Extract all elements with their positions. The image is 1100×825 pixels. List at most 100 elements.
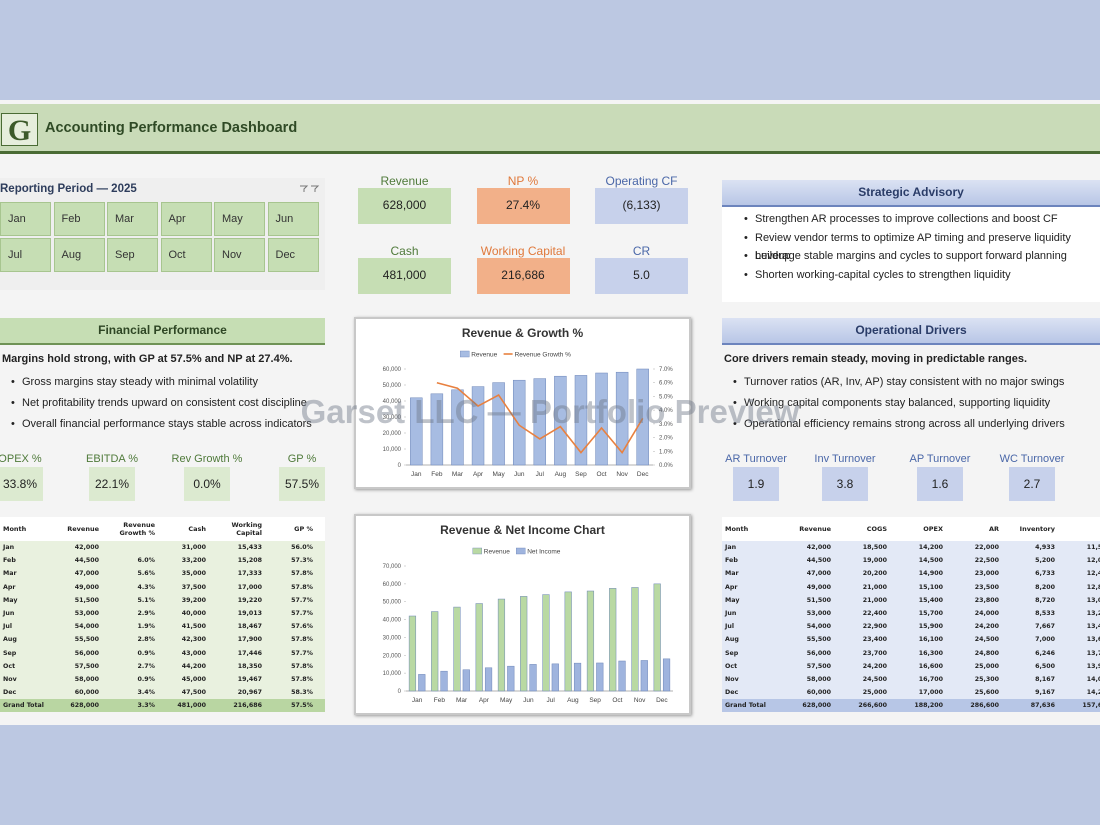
table-cell: 13,600 — [1058, 633, 1100, 647]
y-tick-label: 10,000 — [383, 671, 402, 677]
bar — [551, 663, 559, 692]
month-button[interactable]: Nov — [214, 238, 265, 272]
bar — [618, 660, 626, 692]
month-button[interactable]: Feb — [53, 202, 105, 236]
y-tick-label: 70,000 — [383, 564, 402, 570]
month-button[interactable]: Jul — [0, 238, 51, 272]
column-header: NP % — [316, 517, 325, 541]
kpi-value: 2.7 — [1009, 467, 1055, 501]
header-row: MonthRevenueCOGSOPEXARInventoryAPCR — [722, 517, 1100, 541]
column-header: AR — [946, 517, 1002, 541]
slicer-icons[interactable] — [298, 184, 322, 194]
table-cell: 17,000 — [890, 686, 946, 700]
x-tick-label: Nov — [634, 697, 646, 704]
x-tick-label: Dec — [637, 471, 649, 478]
table-cell: 29.5% — [316, 672, 325, 687]
table-cell: 56.0% — [265, 541, 316, 555]
month-button[interactable]: Jan — [0, 202, 51, 236]
table-cell: 60,000 — [778, 686, 834, 700]
header-row: Month Revenue Revenue Growth % Cash Working … — [0, 517, 325, 541]
table-cell: Aug — [0, 633, 46, 647]
total-cell: 27.4% — [316, 699, 325, 713]
table-cell: 14,200 — [890, 541, 946, 555]
month-button[interactable]: Aug — [53, 238, 105, 272]
month-button[interactable]: Dec — [267, 238, 319, 272]
month-button[interactable]: Jun — [267, 202, 319, 236]
x-tick-label: Apr — [479, 697, 490, 704]
x-tick-label: Oct — [596, 471, 606, 478]
table-cell: 11,500 — [1058, 541, 1100, 555]
bullet: Leverage stable margins and cycles to su… — [744, 247, 1095, 265]
x-tick-label: Mar — [456, 697, 468, 704]
month-button[interactable]: May — [214, 202, 265, 236]
legend-swatch — [472, 547, 483, 555]
bar — [564, 591, 572, 692]
kpi-label: Inv Turnover — [814, 453, 876, 465]
bar — [554, 375, 567, 466]
total-cell: 188,200 — [890, 699, 946, 713]
bullet: Operational efficiency remains strong ac… — [733, 418, 1065, 430]
table-cell: 57.8% — [265, 659, 316, 673]
table-cell: 2.9% — [102, 606, 158, 621]
kpi-value: 0.0% — [184, 467, 230, 501]
kpi-card-value: 628,000 — [358, 188, 451, 224]
table-cell: 39,200 — [158, 593, 209, 607]
table-cell: 57.6% — [265, 620, 316, 634]
y-tick-label: 50,000 — [383, 600, 402, 606]
kpi-value: 1.9 — [733, 467, 779, 501]
table-cell: 57.3% — [265, 554, 316, 568]
y-tick-label: 20,000 — [383, 431, 402, 437]
table-cell: 16,700 — [890, 672, 946, 687]
chart-title: Revenue & Net Income Chart — [440, 523, 605, 537]
table-cell: 53,000 — [778, 606, 834, 621]
chart: Revenue & Net Income Chart 0 10,000 20,000 3… — [383, 523, 673, 704]
x-tick-label: Sep — [575, 471, 587, 478]
month-button[interactable]: Mar — [107, 202, 158, 236]
kpi-card-label: Operating CF — [605, 174, 678, 188]
table-cell: 16,100 — [890, 633, 946, 647]
table-cell: Jul — [0, 620, 46, 634]
table-cell: 29.2% — [316, 659, 325, 673]
column-header: COGS — [834, 517, 890, 541]
table-cell: 15,208 — [209, 554, 265, 568]
table-cell: 57.7% — [265, 646, 316, 660]
bar — [462, 669, 470, 692]
month-button[interactable]: Sep — [107, 238, 158, 272]
total-cell: Grand Total — [0, 699, 46, 713]
x-tick-label: Sep — [589, 697, 601, 704]
month-button[interactable]: Apr — [160, 202, 212, 236]
x-tick-label: Feb — [431, 471, 443, 478]
table-cell: 25,000 — [834, 686, 890, 700]
table-cell: 56,000 — [46, 646, 102, 660]
total-cell: 57.5% — [265, 699, 316, 713]
bar — [609, 588, 617, 692]
kpi-card-label: Cash — [390, 244, 419, 258]
month-button[interactable]: Oct — [160, 238, 212, 272]
table-cell: Oct — [722, 659, 778, 673]
column-header: OPEX — [890, 517, 946, 541]
table-cell: Nov — [0, 672, 46, 687]
bar — [451, 389, 464, 466]
chart-card: Revenue & Growth % 0 10,000 20,000 30,000 40,… — [354, 317, 691, 489]
bullet: Net profitability trends upward on consi… — [11, 397, 307, 409]
table-cell: 28.1% — [316, 606, 325, 621]
table-cell: 49,000 — [778, 580, 834, 594]
kpi-label: Rev Growth % — [171, 453, 243, 465]
table-cell: Feb — [0, 554, 46, 568]
bar — [453, 606, 461, 692]
bar — [418, 674, 426, 692]
kpi-value: 1.6 — [917, 467, 963, 501]
y2-tick-label: 1.0% — [659, 449, 673, 455]
y-tick-label: 30,000 — [383, 635, 402, 641]
column-header: Revenue — [46, 517, 102, 541]
x-tick-label: May — [500, 697, 513, 704]
table-cell: 14,900 — [890, 567, 946, 581]
table-cell: Dec — [722, 686, 778, 700]
table-cell: 21,000 — [834, 580, 890, 594]
total-cell: 481,000 — [158, 699, 209, 713]
